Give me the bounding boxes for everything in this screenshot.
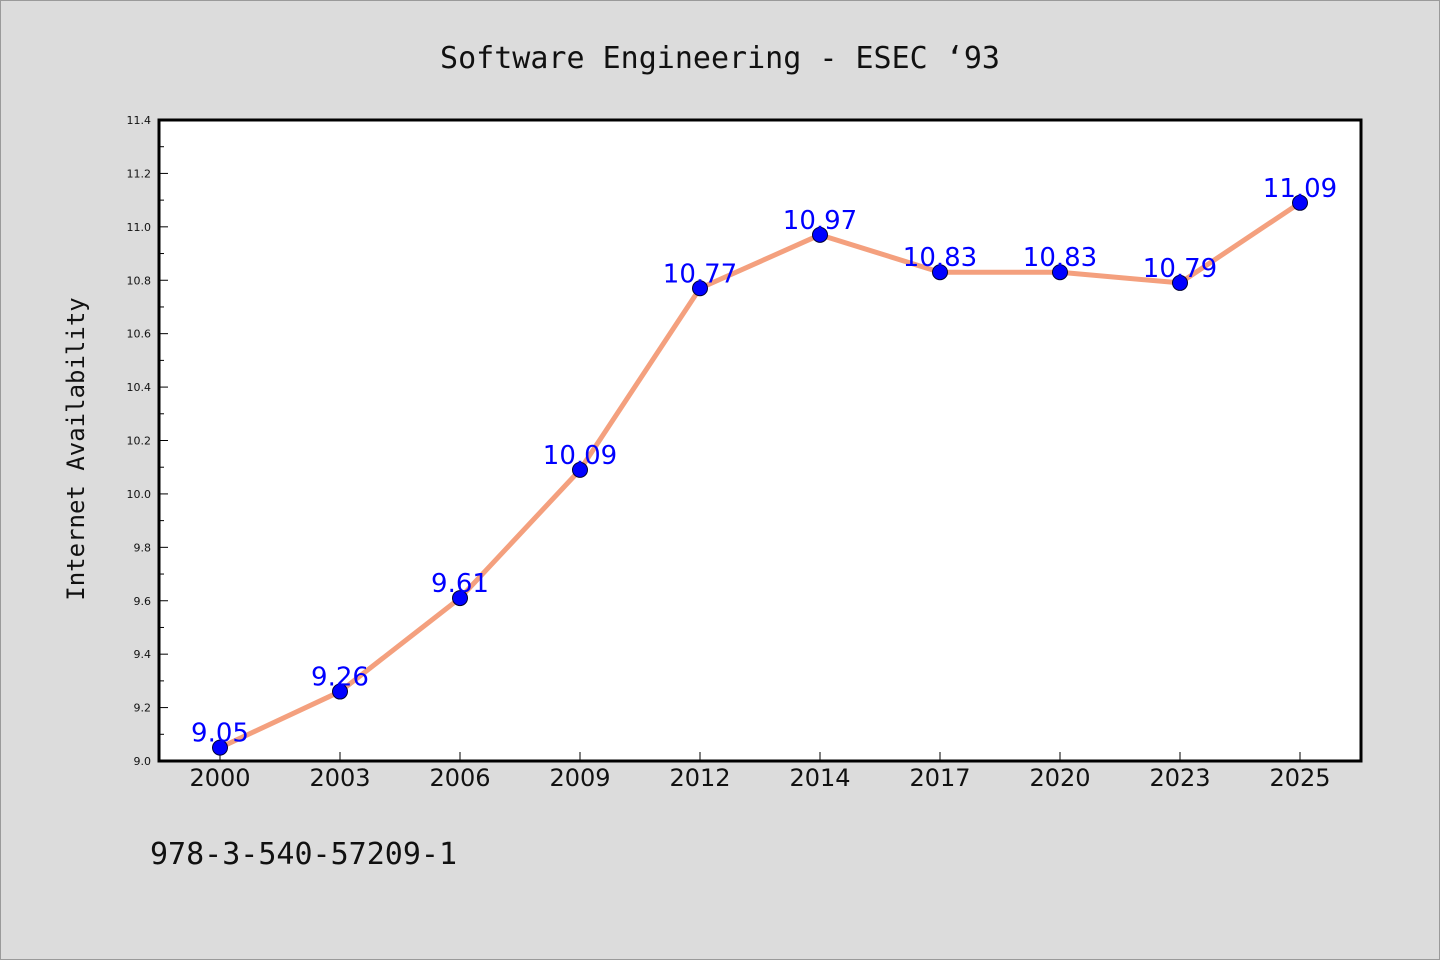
y-tick-label: 11.2 [127,167,152,180]
y-tick-label: 9.0 [134,755,152,768]
y-axis-label: Internet Availability [62,297,90,600]
y-tick-label: 11.0 [127,221,152,234]
data-point-marker [332,683,348,700]
x-tick-label: 2017 [909,764,970,792]
data-point-marker [452,590,468,607]
marker-group [212,194,1308,756]
data-point-marker [812,226,828,243]
x-tick-label: 2009 [549,764,610,792]
y-tick-label: 10.4 [127,381,152,394]
x-tick-label: 2023 [1149,764,1210,792]
data-label: 10.09 [543,441,617,471]
data-label: 10.83 [1023,243,1097,273]
data-label-group: 9.05 9.26 9.61 10.09 10.77 10.97 10.83 10.83 10.… [191,174,1337,749]
y-tick-label: 10.8 [127,274,152,287]
data-label: 9.26 [311,663,369,693]
data-point-marker [1292,194,1308,211]
chart-title: Software Engineering - ESEC ‘93 [440,41,1000,76]
x-tick-label: 2020 [1029,764,1090,792]
data-label: 9.05 [191,719,249,749]
y-tick-label: 10.6 [127,328,152,341]
data-point-marker [932,264,948,281]
data-point-marker [212,739,228,756]
x-tick-label: 2000 [189,764,250,792]
x-axis: 2000 2003 2006 2009 2012 2014 2017 2020 2023 2025 [189,752,1331,792]
footer-isbn: 978-3-540-57209-1 [150,837,457,872]
x-tick-label: 2012 [669,764,730,792]
y-tick-label: 9.8 [134,541,152,554]
y-axis: 9.0 9.2 9.4 9.6 9.8 10.0 10.2 10.4 10.6 10.8 11.0 1… [127,114,168,768]
y-tick-label: 10.0 [127,488,152,501]
data-label: 10.97 [783,206,857,236]
series-line-group [217,200,1303,751]
plot-area [157,118,1363,763]
y-tick-label: 11.4 [127,114,152,127]
y-tick-label: 9.2 [134,702,152,715]
data-label: 10.79 [1143,254,1217,284]
x-tick-label: 2025 [1269,764,1330,792]
x-tick-label: 2014 [789,764,850,792]
series-line [217,200,1303,751]
x-tick-label: 2006 [429,764,490,792]
y-tick-label: 9.6 [134,595,152,608]
y-tick-label: 10.2 [127,435,152,448]
data-label: 10.83 [903,243,977,273]
y-tick-label: 9.4 [134,648,152,661]
x-tick-label: 2003 [309,764,370,792]
data-point-marker [1172,274,1188,291]
data-label: 11.09 [1263,174,1337,204]
data-point-marker [1052,264,1068,281]
data-point-marker [572,461,588,478]
data-label: 10.77 [663,259,737,289]
data-label: 9.61 [431,569,489,599]
data-point-marker [692,280,708,297]
